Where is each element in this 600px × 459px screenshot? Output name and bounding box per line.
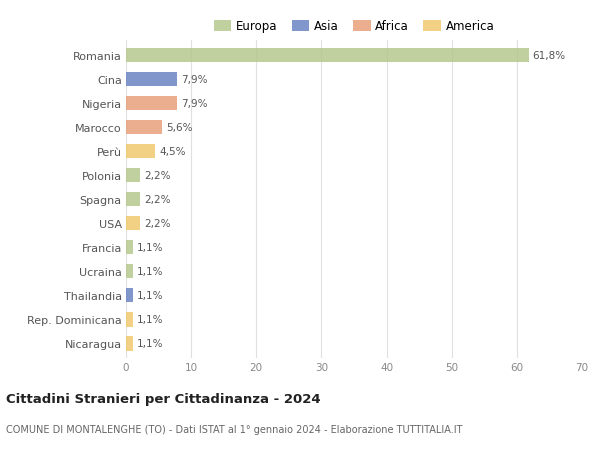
Bar: [126, 288, 133, 303]
Text: 1,1%: 1,1%: [137, 267, 164, 277]
Text: Cittadini Stranieri per Cittadinanza - 2024: Cittadini Stranieri per Cittadinanza - 2…: [6, 392, 320, 405]
Text: 2,2%: 2,2%: [144, 171, 171, 181]
Bar: [126, 145, 155, 159]
Text: 1,1%: 1,1%: [137, 339, 164, 349]
Bar: [126, 49, 529, 63]
Bar: [126, 241, 133, 255]
Text: 2,2%: 2,2%: [144, 218, 171, 229]
Bar: [126, 264, 133, 279]
Bar: [126, 192, 140, 207]
Text: 1,1%: 1,1%: [137, 314, 164, 325]
Bar: [126, 73, 178, 87]
Text: 1,1%: 1,1%: [137, 291, 164, 301]
Text: 4,5%: 4,5%: [159, 147, 186, 157]
Text: 7,9%: 7,9%: [181, 75, 208, 85]
Bar: [126, 120, 163, 135]
Text: 61,8%: 61,8%: [532, 50, 566, 61]
Bar: [126, 313, 133, 327]
Bar: [126, 168, 140, 183]
Text: COMUNE DI MONTALENGHE (TO) - Dati ISTAT al 1° gennaio 2024 - Elaborazione TUTTIT: COMUNE DI MONTALENGHE (TO) - Dati ISTAT …: [6, 425, 463, 435]
Text: 7,9%: 7,9%: [181, 99, 208, 109]
Text: 5,6%: 5,6%: [166, 123, 193, 133]
Legend: Europa, Asia, Africa, America: Europa, Asia, Africa, America: [209, 16, 499, 38]
Text: 1,1%: 1,1%: [137, 243, 164, 252]
Bar: [126, 217, 140, 231]
Text: 2,2%: 2,2%: [144, 195, 171, 205]
Bar: [126, 336, 133, 351]
Bar: [126, 96, 178, 111]
